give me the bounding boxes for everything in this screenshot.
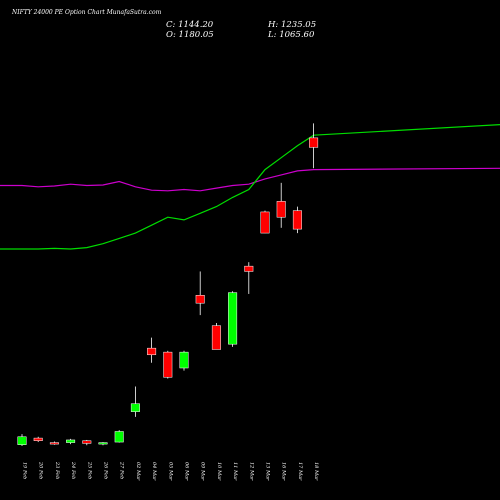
x-tick-label: 23 Feb (54, 461, 60, 479)
x-tick-label: 13 Mar (265, 462, 271, 481)
candle (276, 182, 286, 228)
x-tick-label: 10 Mar (216, 462, 222, 481)
open-value: O: 1180.05 (166, 30, 214, 40)
x-tick-label: 19 Feb (22, 462, 28, 479)
indicator-line-green (0, 124, 500, 250)
candle (130, 386, 140, 417)
candle-body (276, 201, 286, 218)
candle (49, 441, 59, 445)
candle-body (98, 442, 108, 445)
candle (82, 439, 92, 446)
candle-body (147, 347, 157, 356)
x-tick-label: 20 Feb (38, 461, 44, 479)
candle-body (114, 431, 124, 443)
candle (114, 430, 124, 443)
x-tick-label: 12 Mar (248, 462, 254, 481)
candle-body (49, 442, 59, 445)
candle-body (82, 440, 92, 444)
x-tick-label: 11 Mar (232, 462, 238, 481)
x-tick-label: 26 Feb (103, 461, 109, 479)
candle (292, 206, 302, 234)
x-tick-label: 02 Mar (135, 462, 141, 481)
high-value: H: 1235.05 (267, 20, 316, 30)
candle-body (179, 351, 189, 369)
candle (98, 442, 108, 446)
x-tick-label: 18 Mar (313, 462, 319, 481)
x-tick-label: 24 Feb (70, 461, 76, 479)
candle (228, 291, 238, 347)
x-tick-label: 05 Mar (167, 462, 173, 481)
candle-body (163, 351, 173, 378)
low-value: L: 1065.60 (267, 30, 315, 40)
candle (163, 350, 173, 379)
indicator-line-magenta (0, 167, 500, 192)
candle (147, 337, 157, 363)
candle (244, 262, 254, 294)
close-value: C: 1144.20 (166, 20, 214, 30)
chart-title: NIFTY 24000 PE Option Chart MunafaSutra.… (11, 9, 162, 16)
candle-body (17, 436, 27, 445)
x-tick-label: 27 Feb (119, 461, 125, 479)
x-tick-label: 09 Mar (200, 462, 206, 481)
candle-body (66, 439, 76, 443)
candle-body (292, 210, 302, 230)
candle (211, 323, 221, 350)
candle-body (211, 325, 221, 350)
candle (309, 123, 319, 169)
x-tick-label: 16 Mar (281, 462, 287, 481)
candle-body (309, 137, 319, 148)
candle-body (244, 265, 254, 272)
x-tick-label: 06 Mar (184, 462, 190, 481)
candle-body (260, 211, 270, 234)
candle (17, 434, 27, 447)
x-tick-label: 25 Feb (86, 461, 92, 479)
candle-body (33, 437, 43, 441)
candle (195, 271, 205, 316)
x-tick-label: 17 Mar (297, 462, 303, 481)
candle-body (228, 292, 238, 345)
candle-body (130, 403, 140, 412)
x-tick-label: 04 Mar (151, 462, 157, 481)
candle (33, 436, 43, 443)
candle (179, 350, 189, 371)
candle (66, 438, 76, 445)
candle-body (195, 295, 205, 304)
candle (260, 210, 270, 234)
